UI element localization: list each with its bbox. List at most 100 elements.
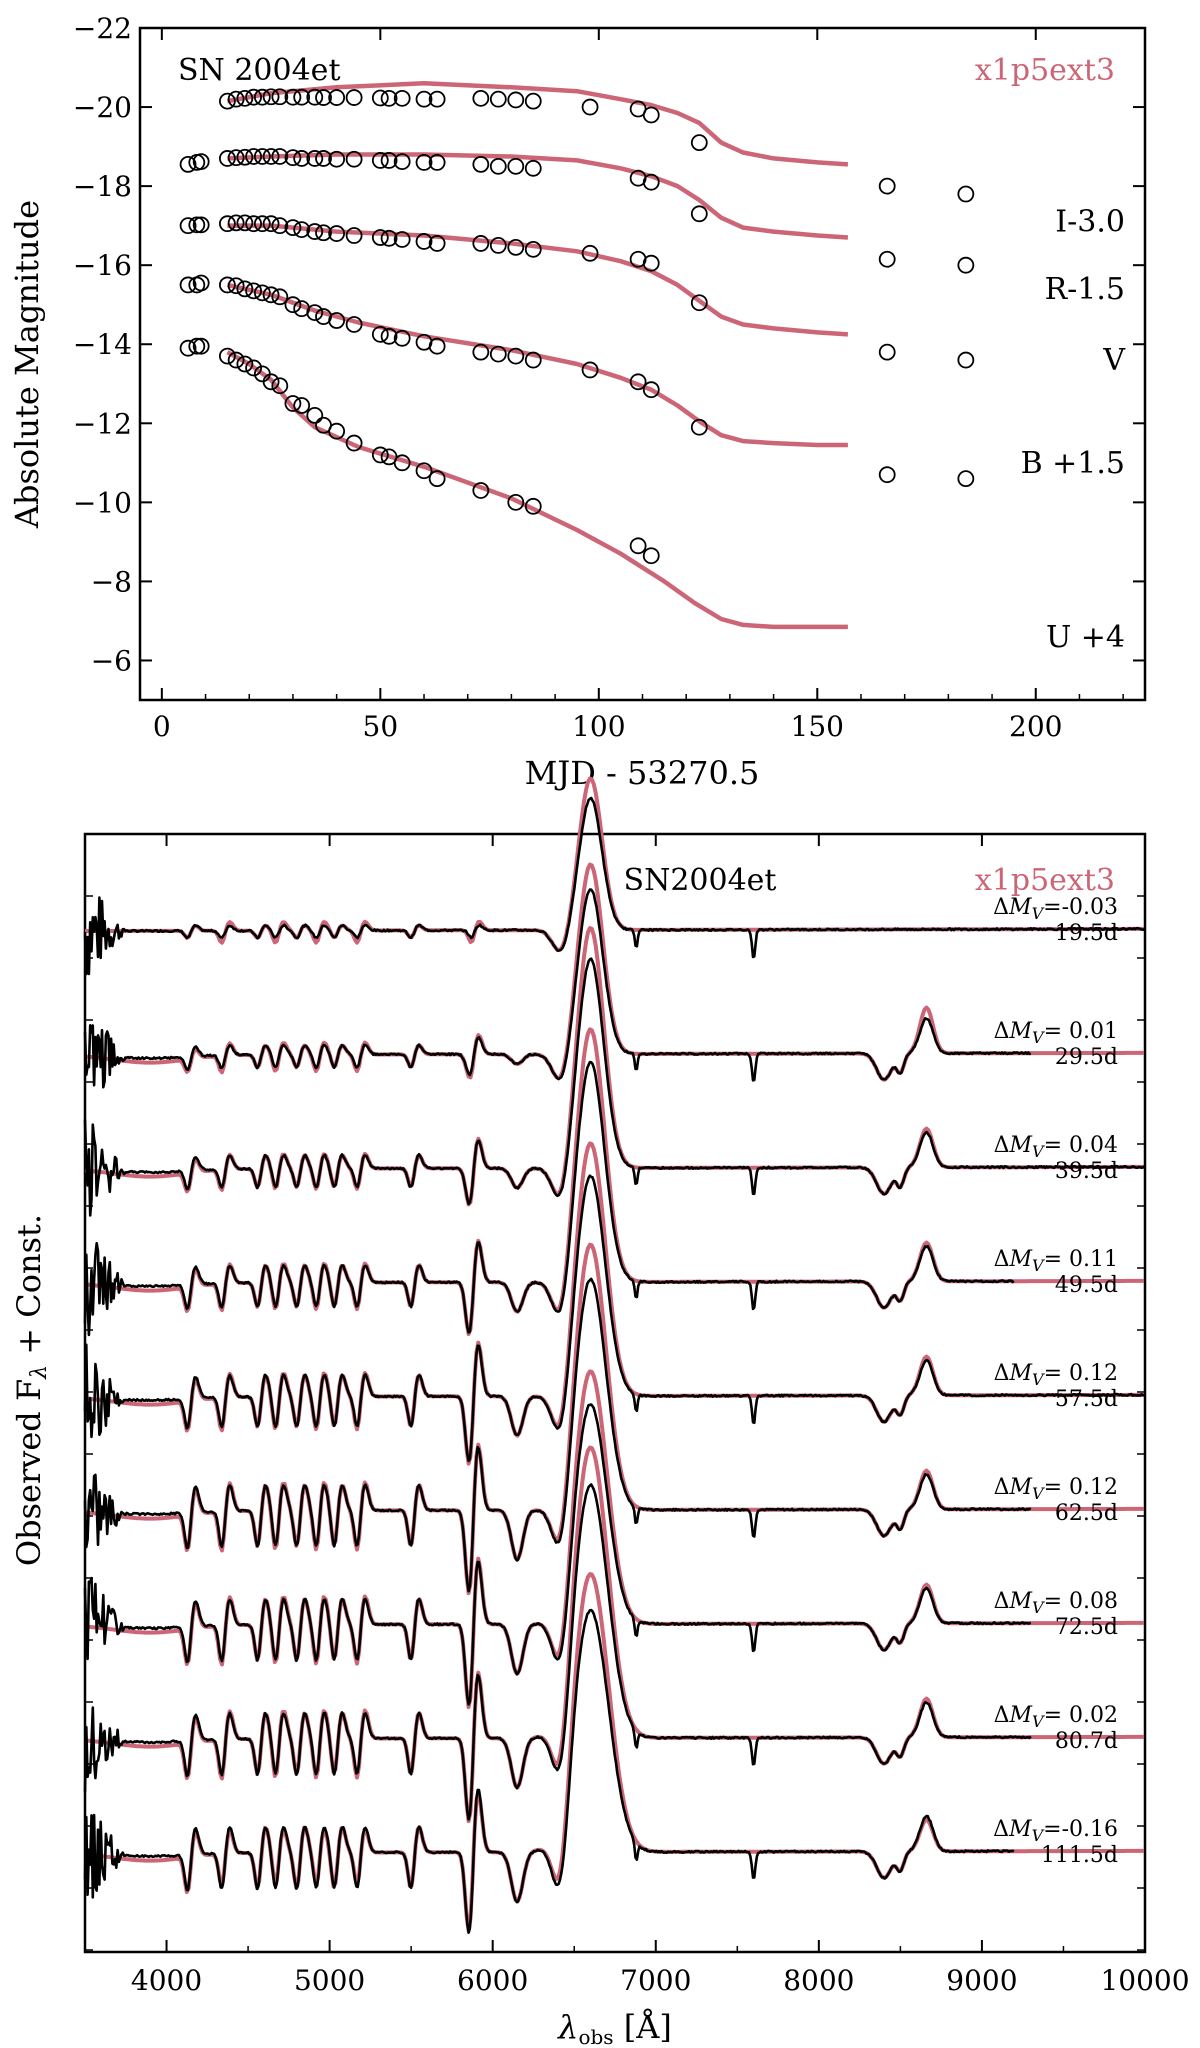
band-subscript: V [1032,1370,1045,1389]
observed-point [236,355,254,373]
delta-symbol: Δ [994,1703,1010,1728]
observed-spectrum [83,1483,1032,1821]
observed-point [306,304,324,322]
observed-point [489,237,507,254]
observed-point [428,470,446,488]
observed-point [371,89,389,107]
band-subscript: V [1032,1598,1045,1617]
observed-point [489,90,507,108]
observed-point [218,276,236,294]
delta-symbol: Δ [994,1133,1010,1158]
delta-symbol: Δ [993,895,1009,920]
observed-point [581,361,599,379]
observed-point [507,347,525,365]
observed-point [271,377,289,395]
observed-point [878,250,896,268]
observed-spectrum [83,888,1032,1089]
observed-point [271,288,289,306]
delta-mv-value: =-0.03 [1043,895,1118,920]
observed-point [472,235,490,252]
observed-point [642,173,660,191]
observed-point [642,381,660,399]
epoch-label: 80.7d [1055,1729,1118,1754]
delta-mv-label: ΔMV= 0.12 [994,1475,1118,1503]
delta-mv-value: = 0.02 [1044,1703,1118,1728]
observed-point [306,150,324,167]
observed-point [315,150,332,167]
observed-point [393,329,411,347]
observed-point [524,92,542,110]
magnitude-symbol: M [1008,1361,1032,1386]
magnitude-symbol: M [1008,1247,1032,1272]
light-curve-x-axis-title: MJD - 53270.5 [525,754,760,792]
observed-point [328,150,346,168]
observed-point [227,149,245,167]
band-subscript: V [1032,1028,1045,1047]
observed-point [380,152,398,169]
delta-mv-value: = 0.11 [1044,1247,1118,1272]
observed-point [642,547,660,565]
observed-point [253,88,271,106]
epoch-label: 72.5d [1055,1615,1118,1640]
observed-point [507,157,525,175]
x-tick-label: 8000 [783,1964,854,1997]
epoch-label: 111.5d [1041,1843,1118,1868]
observed-point [380,229,398,247]
band-subscript: V [1032,904,1045,923]
x-tick-label: 4000 [131,1964,202,1997]
observed-point [227,351,245,369]
observed-point [642,254,660,272]
observed-point [393,454,411,472]
delta-symbol: Δ [994,1361,1010,1386]
spectra-lines [83,776,1146,1934]
observed-point [328,312,346,329]
observed-point [345,316,363,333]
observed-point [284,149,302,167]
observed-point [245,215,263,233]
delta-symbol: Δ [994,1247,1010,1272]
band-label: V [1102,343,1126,378]
observed-point [415,233,433,250]
observed-point [271,148,289,165]
observed-point [253,284,271,302]
observed-point [179,276,197,294]
spectra-x-axis-symbol: λ [556,2008,578,2046]
light-curve-model-lines [226,81,849,630]
spectra-x-axis-unit: [Å] [614,2008,672,2046]
delta-mv-label: ΔMV= 0.01 [994,1019,1118,1047]
y-tick-label: −22 [73,12,132,45]
observed-point [328,225,346,242]
observed-point [284,88,302,106]
y-tick-label: −20 [73,91,132,124]
observed-point [878,466,896,484]
observed-point [690,418,708,436]
observed-point [957,185,975,203]
y-tick-label: −8 [91,565,132,598]
band-subscript: V [1032,1256,1045,1275]
observed-point [218,92,236,110]
spectra-frame [83,832,1147,1954]
delta-mv-label: ΔMV= 0.04 [994,1133,1118,1161]
model-curve-U4 [226,350,848,630]
observed-point [507,238,525,256]
observed-point [415,90,433,108]
observed-point [524,351,542,369]
model-curve-R15 [227,152,849,240]
delta-symbol: Δ [993,1817,1009,1842]
observed-point [393,231,411,248]
observed-point [262,148,280,165]
observed-point [345,150,363,168]
observed-point [188,337,206,355]
observed-point [345,89,363,106]
observed-point [236,89,254,107]
magnitude-symbol: M [1008,895,1032,920]
band-subscript: V [1032,1826,1045,1845]
y-tick-label: −14 [73,328,132,361]
observed-point [428,153,446,171]
observed-point [380,89,398,107]
spectra-x-ticks: 4000 5000 6000 7000 8000 9000 10000 [84,834,1190,1997]
observed-point [253,215,271,233]
observed-point [629,373,647,391]
observed-point [192,153,210,171]
